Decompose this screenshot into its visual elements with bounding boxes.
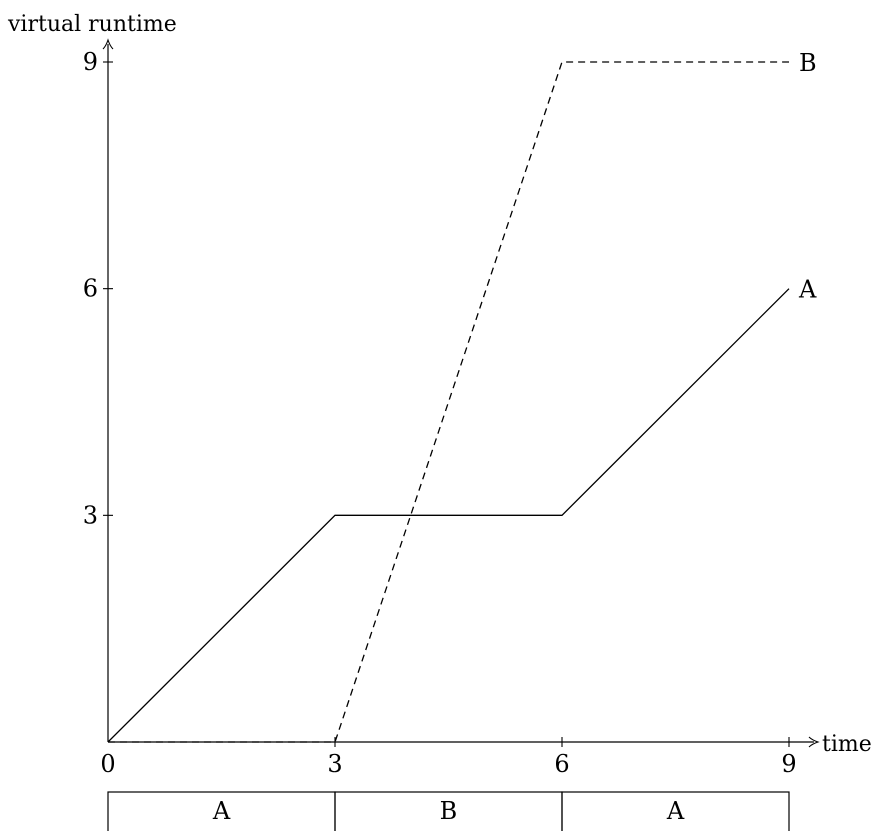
x-tick-label: 6 (554, 750, 569, 778)
series-line-b (108, 61, 789, 743)
y-tick-label: 3 (83, 501, 98, 529)
series-lines: AB (107, 49, 817, 743)
x-axis-arrow-icon (808, 736, 820, 748)
y-tick-label: 9 (83, 48, 98, 76)
x-tick-label: 3 (327, 750, 342, 778)
x-ticks: 0 3 6 9 (100, 737, 797, 778)
y-tick-label: 6 (83, 275, 98, 303)
x-axis-title: time (822, 732, 872, 757)
series-label-b: B (799, 49, 817, 77)
series-line-a (107, 288, 790, 743)
y-ticks: 3 6 9 (83, 48, 113, 529)
x-tick-label: 9 (781, 750, 796, 778)
schedule-segment-label: A (212, 797, 231, 825)
y-axis-arrow-icon (102, 38, 114, 50)
schedule-segment-label: A (666, 797, 685, 825)
y-axis-title: virtual runtime (7, 12, 177, 37)
x-tick-label: 0 (100, 750, 115, 778)
schedule-segment (561, 791, 790, 831)
series-label-a: A (798, 276, 817, 304)
schedule-segment-label: B (440, 797, 458, 825)
